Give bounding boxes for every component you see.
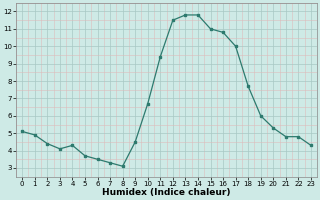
X-axis label: Humidex (Indice chaleur): Humidex (Indice chaleur): [102, 188, 231, 197]
